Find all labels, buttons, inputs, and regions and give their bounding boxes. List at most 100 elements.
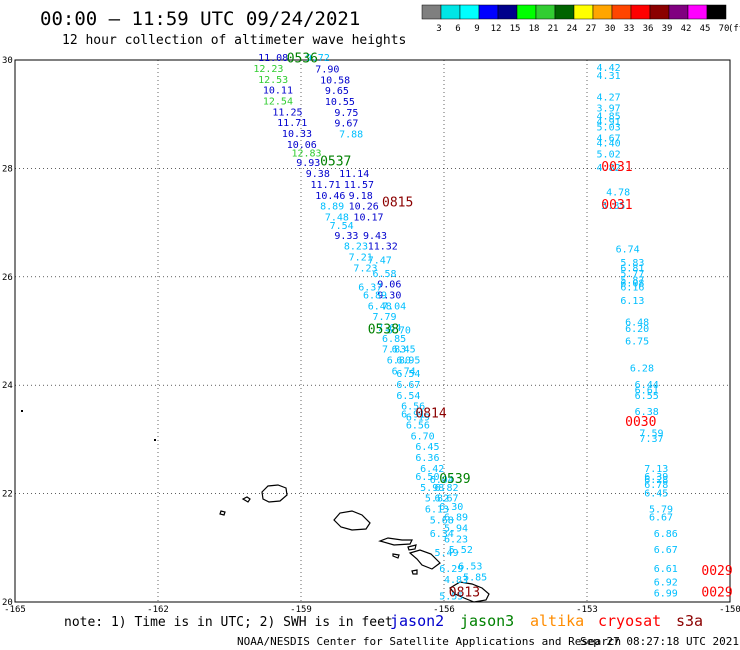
colorbar-label: 3 bbox=[436, 24, 441, 34]
wave-height-reading: 6.28 bbox=[630, 364, 654, 375]
latitude-tick-label: 26 bbox=[2, 273, 13, 283]
satellite-pass-labels: 0536 0537 0538 0539 0815 0814 0813 0031 0031 0030… bbox=[287, 52, 733, 601]
wave-height-reading: 6.67 bbox=[649, 513, 673, 524]
map-title: 00:00 – 11:59 UTC 09/24/2021 bbox=[40, 8, 360, 30]
colorbar-label: 45 bbox=[700, 24, 711, 34]
legend-altika: altika bbox=[530, 612, 584, 630]
wave-height-reading: 10.55 bbox=[325, 97, 355, 108]
wave-height-reading: 7.59 bbox=[639, 429, 663, 440]
colorbar-swatch bbox=[630, 4, 651, 20]
latitude-tick-label: 28 bbox=[2, 164, 13, 174]
colorbar-label: 18 bbox=[529, 24, 540, 34]
wave-height-reading: 6.85 bbox=[382, 334, 406, 345]
wave-height-reading: 10.33 bbox=[282, 129, 312, 140]
wave-height-reading: 6.67 bbox=[654, 545, 678, 556]
colorbar-label: 36 bbox=[643, 24, 654, 34]
wave-height-reading: 5.02 bbox=[597, 150, 621, 161]
colorbar-label: 27 bbox=[586, 24, 597, 34]
wave-height-reading: 6.37 bbox=[358, 282, 382, 293]
satellite-pass-label: 0031 bbox=[601, 198, 632, 213]
wave-height-reading: 6.74 bbox=[616, 244, 640, 255]
colorbar-swatch bbox=[516, 4, 537, 20]
wave-height-reading: 4.40 bbox=[597, 139, 621, 150]
wave-height-reading: 9.75 bbox=[334, 108, 358, 119]
wave-height-reading: 6.38 bbox=[635, 407, 659, 418]
wave-height-reading: 11.57 bbox=[344, 180, 374, 191]
legend-jason2: jason2 bbox=[390, 612, 444, 630]
wave-height-reading: 6.92 bbox=[654, 578, 678, 589]
longitude-tick-label: -153 bbox=[576, 605, 598, 615]
wave-height-reading: 6.44 bbox=[635, 380, 659, 391]
wave-height-reading: 6.81 bbox=[620, 263, 644, 274]
wave-height-reading: 6.13 bbox=[620, 296, 644, 307]
colorbar-swatch bbox=[706, 4, 727, 20]
wave-height-reading: 5.52 bbox=[449, 545, 473, 556]
latitude-tick-label: 20 bbox=[2, 598, 13, 608]
wave-height-reading: 7.13 bbox=[644, 464, 668, 475]
satellite-pass-label: 0030 bbox=[625, 415, 656, 430]
wave-height-readings: 11.08 9.72 12.23 7.90 12.53 10.58 10.11 9.65 12.… bbox=[253, 53, 677, 602]
wave-height-reading: 5.79 bbox=[649, 505, 673, 516]
wave-height-reading: 6.99 bbox=[654, 589, 678, 600]
wave-height-reading: 6.20 bbox=[625, 324, 649, 335]
colorbar-swatch bbox=[459, 4, 480, 20]
wave-height-reading: 10.26 bbox=[349, 202, 379, 213]
wave-height-reading: 6.04 bbox=[430, 475, 454, 486]
wave-height-reading: 6.58 bbox=[373, 269, 397, 280]
colorbar-swatch bbox=[535, 4, 556, 20]
wave-height-reading: 4.42 bbox=[597, 63, 621, 74]
wave-height-reading: 10.17 bbox=[353, 212, 383, 223]
wave-height-reading: 9.18 bbox=[349, 191, 373, 202]
wave-height-reading: 7.90 bbox=[315, 64, 339, 75]
satellite-pass-label: 0029 bbox=[701, 564, 732, 579]
wave-height-reading: 5.83 bbox=[620, 258, 644, 269]
wave-height-reading: 6.95 bbox=[396, 356, 420, 367]
wave-height-reading: 10.58 bbox=[320, 75, 350, 86]
latitude-ticks: 20 22 24 26 28 30 bbox=[2, 56, 13, 608]
wave-height-reading: 12.23 bbox=[253, 64, 283, 75]
wave-height-reading: 6.89 bbox=[444, 513, 468, 524]
wave-height-reading: 5.85 bbox=[463, 572, 487, 583]
wave-height-reading: 6.91 bbox=[401, 410, 425, 421]
wave-height-reading: 9.72 bbox=[306, 53, 330, 64]
satellite-pass-label: 0538 bbox=[368, 323, 399, 338]
latitude-tick-label: 30 bbox=[2, 56, 13, 66]
satellite-pass-label: 0815 bbox=[382, 195, 413, 210]
colorbar-swatch bbox=[421, 4, 442, 20]
satellite-pass-label: 0031 bbox=[601, 160, 632, 175]
wave-height-reading: 5.82 bbox=[425, 494, 449, 505]
map-subtitle: 12 hour collection of altimeter wave hei… bbox=[62, 33, 406, 48]
wave-height-reading: 6.74 bbox=[392, 366, 416, 377]
wave-height-reading: 11.08 bbox=[258, 53, 288, 64]
wave-height-reading: 6.56 bbox=[401, 402, 425, 413]
wave-height-reading: 6.13 bbox=[425, 505, 449, 516]
colorbar-label: 39 bbox=[662, 24, 673, 34]
wave-height-reading: 6.54 bbox=[396, 369, 420, 380]
wave-height-reading: 6.80 bbox=[387, 356, 411, 367]
wave-height-reading: 5.03 bbox=[597, 122, 621, 133]
wave-height-reading: 6.23 bbox=[444, 534, 468, 545]
wave-height-reading: 6.61 bbox=[635, 385, 659, 396]
colorbar-label: 6 bbox=[455, 24, 460, 34]
footer-timestamp: Sep 27 08:27:18 UTC 2021 bbox=[580, 635, 739, 648]
wave-height-reading: 6.19 bbox=[406, 412, 430, 423]
wave-height-reading: 7.23 bbox=[353, 263, 377, 274]
wave-height-reading: 11.71 bbox=[277, 118, 307, 129]
wave-height-reading: 6.70 bbox=[411, 431, 435, 442]
wave-height-reading: 9.33 bbox=[334, 231, 358, 242]
colorbar-unit: (ft) bbox=[728, 24, 740, 34]
satellite-pass-label: 0814 bbox=[415, 407, 446, 422]
wave-height-reading: 7.21 bbox=[349, 253, 373, 264]
wave-height-reading: 6.28 bbox=[644, 475, 668, 486]
wave-height-reading: 4.85 bbox=[597, 112, 621, 123]
colorbar-label: 42 bbox=[681, 24, 692, 34]
wave-height-reading: 10.46 bbox=[315, 191, 345, 202]
wave-height-reading: 12.54 bbox=[263, 96, 293, 107]
satellite-legend: jason2 jason3 altika cryosat s3a bbox=[390, 612, 703, 630]
colorbar-label: 70 bbox=[719, 24, 730, 34]
satellite-pass-label: 0536 bbox=[287, 52, 318, 67]
wave-height-reading: 6.75 bbox=[625, 337, 649, 348]
longitude-ticks: -165 -162 -159 -156 -153 -150 bbox=[4, 605, 740, 615]
